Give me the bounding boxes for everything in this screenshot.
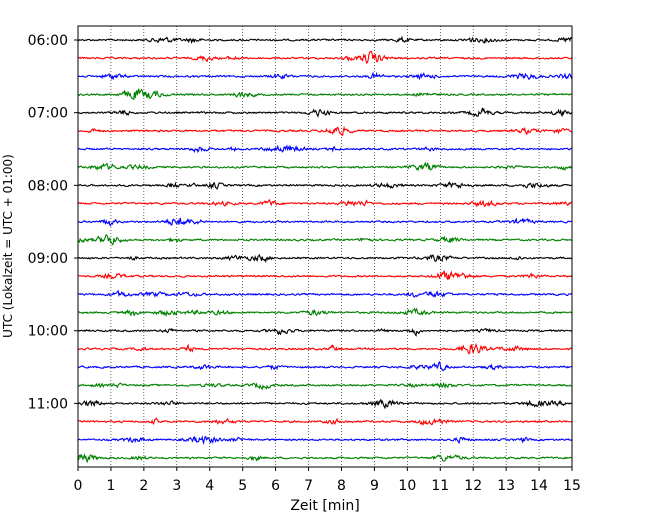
seismogram-trace: [77, 234, 573, 246]
seismogram-trace: [77, 107, 573, 118]
x-tick-label: 10: [398, 478, 416, 494]
seismogram-trace: [77, 342, 573, 355]
seismogram-trace: [77, 217, 573, 227]
x-tick-label: 8: [337, 478, 346, 494]
seismogram-trace: [77, 88, 573, 101]
seismogram-trace: [77, 161, 573, 172]
seismogram-trace: [77, 71, 573, 81]
seismogram-trace: [77, 270, 573, 281]
x-tick-label: 9: [370, 478, 379, 494]
plot-frame: [77, 25, 573, 468]
seismogram-trace: [77, 253, 573, 263]
y-tick-label: 07:00: [28, 106, 68, 122]
seismogram-trace: [77, 144, 573, 154]
y-tick-label: 06:00: [28, 33, 68, 49]
x-tick-label: 2: [139, 478, 148, 494]
y-axis-ticks: 06:00 07:00 08:00 09:00 10:00 11:00: [28, 33, 78, 412]
x-tick-label: 1: [106, 478, 115, 494]
seismogram-trace: [77, 398, 573, 410]
x-tick-label: 11: [431, 478, 449, 494]
seismogram-trace: [77, 452, 573, 464]
seismogram-trace: [77, 381, 573, 391]
seismogram-trace: [77, 50, 573, 65]
x-tick-label: 7: [304, 478, 313, 494]
x-tick-label: 13: [497, 478, 515, 494]
seismogram-trace: [77, 198, 573, 208]
seismogram-trace: [77, 360, 573, 372]
y-tick-label: 10:00: [28, 324, 68, 340]
x-axis-label: Zeit [min]: [290, 498, 359, 514]
x-axis-ticks: 0 1 2 3 4 5 6 7 8 9 10 11 12 13 14 15: [74, 467, 581, 494]
seismogram-trace: [77, 435, 573, 445]
seismogram-trace: [77, 125, 573, 137]
trace-layer: [77, 35, 573, 464]
y-tick-label: 08:00: [28, 178, 68, 194]
seismogram-trace: [77, 35, 573, 45]
x-tick-label: 5: [238, 478, 247, 494]
seismogram-trace: [77, 290, 573, 299]
y-tick-label: 09:00: [28, 251, 68, 267]
x-tick-label: 3: [172, 478, 181, 494]
seismogram-trace: [78, 181, 573, 191]
y-tick-label: 11:00: [28, 396, 68, 412]
x-tick-label: 0: [74, 478, 83, 494]
grid-layer: [110, 26, 540, 467]
x-tick-label: 12: [464, 478, 482, 494]
x-tick-label: 6: [271, 478, 280, 494]
x-tick-label: 14: [530, 478, 548, 494]
seismogram-trace: [77, 417, 573, 426]
y-axis-label: UTC (Lokalzeit = UTC + 01:00): [1, 154, 15, 338]
seismogram-trace: [77, 327, 573, 337]
seismogram-trace: [77, 307, 573, 317]
x-tick-label: 15: [563, 478, 581, 494]
x-tick-label: 4: [205, 478, 214, 494]
